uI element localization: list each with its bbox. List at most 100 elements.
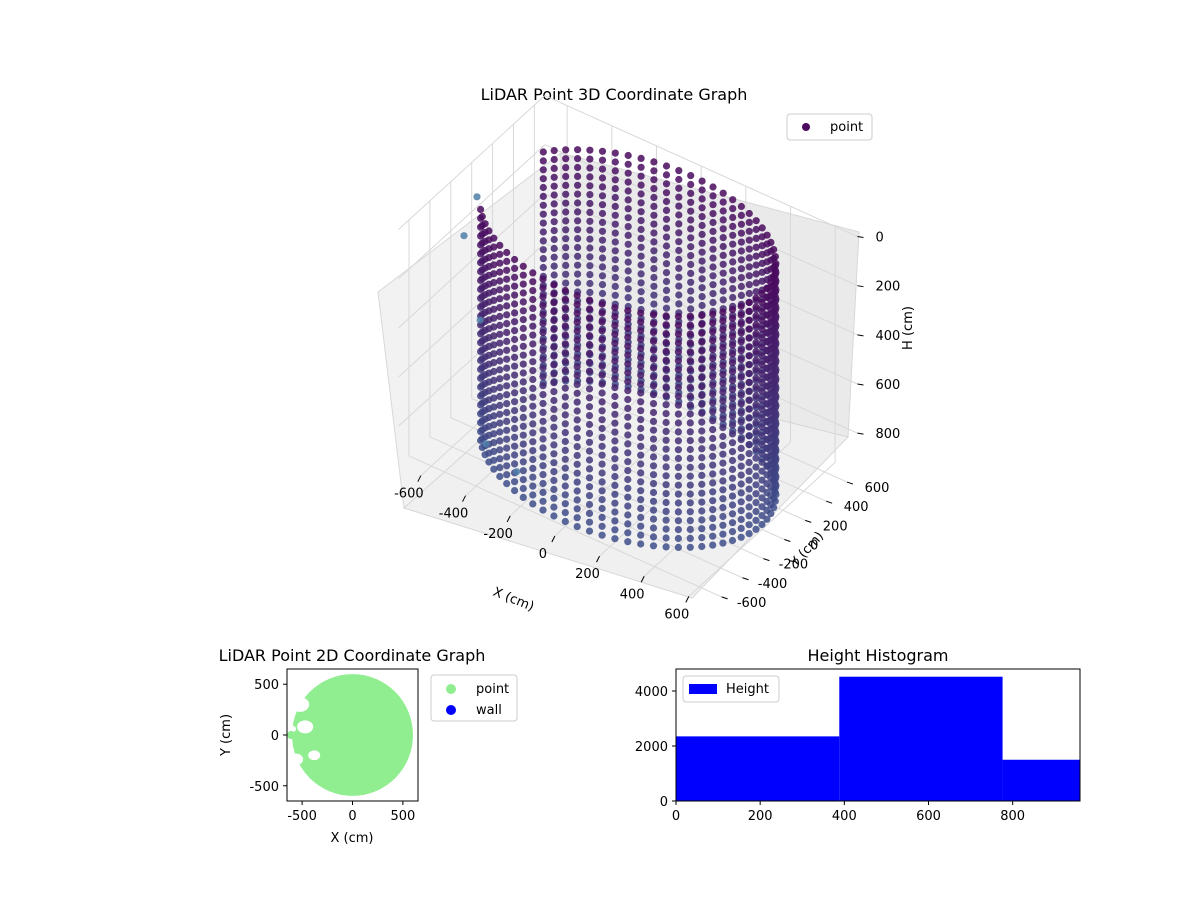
point-marker bbox=[719, 278, 727, 286]
point-marker bbox=[758, 334, 766, 342]
point-marker bbox=[649, 497, 658, 505]
point-marker bbox=[598, 263, 607, 271]
point-marker bbox=[662, 356, 670, 364]
point-marker bbox=[550, 253, 558, 261]
point-marker bbox=[637, 353, 645, 361]
point-marker bbox=[745, 263, 753, 271]
point-marker bbox=[698, 418, 706, 426]
point-marker bbox=[752, 234, 760, 242]
point-marker bbox=[745, 503, 753, 511]
point-marker bbox=[611, 330, 619, 338]
point-marker bbox=[637, 318, 645, 326]
point-marker bbox=[496, 472, 504, 481]
point-marker bbox=[561, 340, 569, 348]
point-marker bbox=[496, 446, 504, 454]
point-marker bbox=[611, 321, 619, 329]
point-marker bbox=[573, 460, 581, 468]
point-marker bbox=[662, 392, 670, 400]
point-marker bbox=[611, 202, 619, 210]
point-marker bbox=[752, 401, 760, 409]
point-marker bbox=[529, 349, 537, 357]
point-marker bbox=[624, 395, 632, 404]
point-marker bbox=[728, 412, 737, 420]
point-marker bbox=[675, 211, 683, 219]
point-marker bbox=[698, 311, 706, 320]
point-marker bbox=[573, 514, 581, 522]
point-marker bbox=[698, 427, 706, 435]
chart2d-legend-wall: wall bbox=[476, 703, 502, 718]
point-marker bbox=[649, 320, 658, 328]
point-marker bbox=[758, 511, 766, 520]
point-marker bbox=[519, 324, 527, 333]
xtick-mark bbox=[685, 596, 690, 603]
point-marker bbox=[503, 480, 511, 488]
point-marker bbox=[562, 199, 570, 207]
point-marker bbox=[637, 442, 645, 450]
point-marker bbox=[752, 356, 760, 364]
point-marker bbox=[709, 372, 717, 380]
point-marker bbox=[649, 355, 658, 363]
point-marker bbox=[758, 289, 766, 298]
point-marker bbox=[662, 162, 671, 170]
point-marker bbox=[649, 382, 658, 390]
point-marker bbox=[496, 277, 504, 285]
point-marker bbox=[624, 214, 632, 222]
point-marker bbox=[686, 463, 694, 471]
point-marker bbox=[624, 520, 632, 528]
point-marker bbox=[573, 363, 581, 371]
hist-axes-frame bbox=[675, 668, 1081, 802]
point-marker bbox=[752, 419, 760, 427]
point-marker bbox=[698, 338, 706, 346]
point-marker bbox=[598, 353, 606, 362]
point-marker bbox=[562, 261, 570, 269]
point-marker bbox=[662, 242, 671, 250]
point-marker bbox=[561, 366, 569, 374]
point-marker bbox=[624, 231, 632, 239]
point-marker bbox=[460, 232, 468, 240]
point-marker bbox=[752, 225, 760, 234]
point-marker bbox=[686, 365, 694, 374]
point-marker bbox=[649, 417, 658, 425]
point-marker bbox=[698, 257, 706, 265]
point-marker bbox=[650, 211, 658, 219]
point-marker bbox=[562, 181, 570, 189]
point-marker bbox=[611, 176, 619, 184]
gap-region bbox=[289, 753, 304, 766]
point-marker bbox=[752, 279, 760, 287]
point-marker bbox=[510, 282, 519, 290]
point-marker bbox=[574, 181, 582, 189]
point-marker bbox=[637, 478, 645, 486]
point-marker bbox=[637, 327, 645, 335]
point-marker bbox=[637, 190, 645, 198]
point-marker bbox=[729, 276, 737, 284]
point-marker bbox=[624, 315, 632, 324]
point-marker bbox=[637, 181, 645, 189]
point-marker bbox=[503, 311, 511, 319]
point-marker bbox=[758, 325, 766, 333]
point-marker bbox=[476, 316, 484, 324]
point-marker bbox=[675, 291, 683, 299]
point-marker bbox=[737, 211, 746, 219]
point-marker bbox=[624, 387, 632, 395]
point-marker bbox=[758, 432, 766, 440]
point-marker bbox=[624, 240, 632, 248]
point-marker bbox=[539, 444, 547, 452]
point-marker bbox=[550, 370, 558, 378]
point-marker bbox=[745, 396, 753, 404]
point-marker bbox=[662, 427, 670, 435]
point-marker bbox=[598, 183, 607, 191]
point-marker bbox=[637, 433, 645, 441]
point-marker bbox=[763, 302, 771, 310]
point-marker bbox=[758, 396, 766, 404]
point-marker bbox=[611, 517, 619, 525]
xtick-mark bbox=[596, 555, 600, 563]
point-marker bbox=[745, 281, 753, 289]
point-marker bbox=[662, 472, 670, 480]
point-marker bbox=[490, 430, 498, 438]
point-marker bbox=[490, 359, 498, 367]
point-marker bbox=[698, 445, 706, 453]
point-marker bbox=[752, 321, 760, 329]
point-marker bbox=[550, 218, 558, 226]
point-marker bbox=[719, 530, 727, 538]
point-marker bbox=[510, 264, 519, 272]
